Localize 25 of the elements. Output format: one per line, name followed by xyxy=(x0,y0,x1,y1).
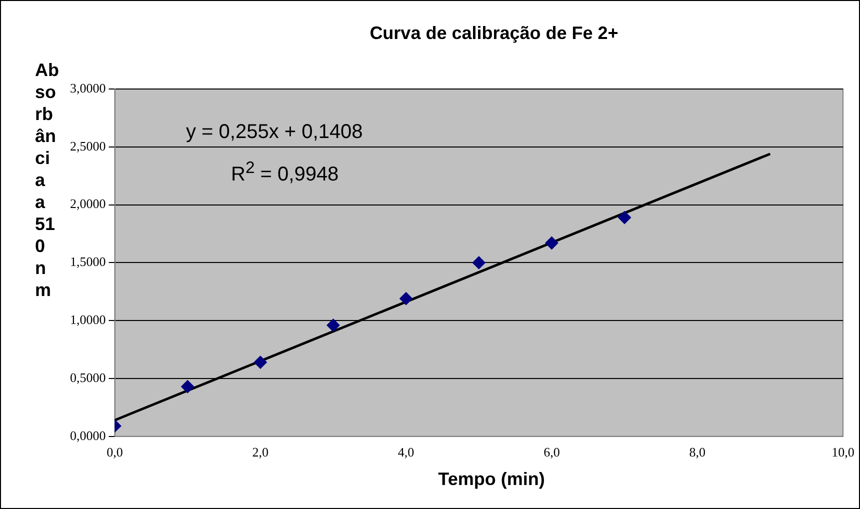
y-tick-label: 0,0000 xyxy=(70,428,106,443)
x-tick-label: 4,0 xyxy=(398,444,414,460)
point xyxy=(472,256,486,270)
x-tick-label: 10,0 xyxy=(832,444,854,460)
point xyxy=(400,292,413,306)
point xyxy=(326,318,340,332)
x-tick-label: 6,0 xyxy=(544,444,560,460)
point xyxy=(618,211,632,224)
x-tick-label: 0,0 xyxy=(106,444,123,460)
y-tick-label: 1,0000 xyxy=(70,312,106,328)
text: Absorbância a 510 nm xyxy=(35,60,59,300)
y-tick-label: 3,0000 xyxy=(70,80,106,96)
point xyxy=(254,356,267,369)
x-axis-title: Tempo (min) xyxy=(437,469,546,490)
y-tick-label: 1,5000 xyxy=(70,254,106,270)
y-tick-label: 2,0000 xyxy=(70,196,106,212)
y-tick-label: 0,5000 xyxy=(70,370,106,385)
point xyxy=(545,236,558,250)
annotation: y = 0,255x + 0,1408 xyxy=(186,120,363,145)
point xyxy=(181,380,194,394)
x-tick-label: 2,0 xyxy=(252,444,269,460)
x-tick-label: 8,0 xyxy=(689,444,706,460)
y-tick-label: 2,5000 xyxy=(70,138,106,154)
annotation: R$^{2}$ = 0,9948 xyxy=(230,157,340,188)
chart-title: Curva de calibração de Fe 2+ xyxy=(368,23,620,44)
